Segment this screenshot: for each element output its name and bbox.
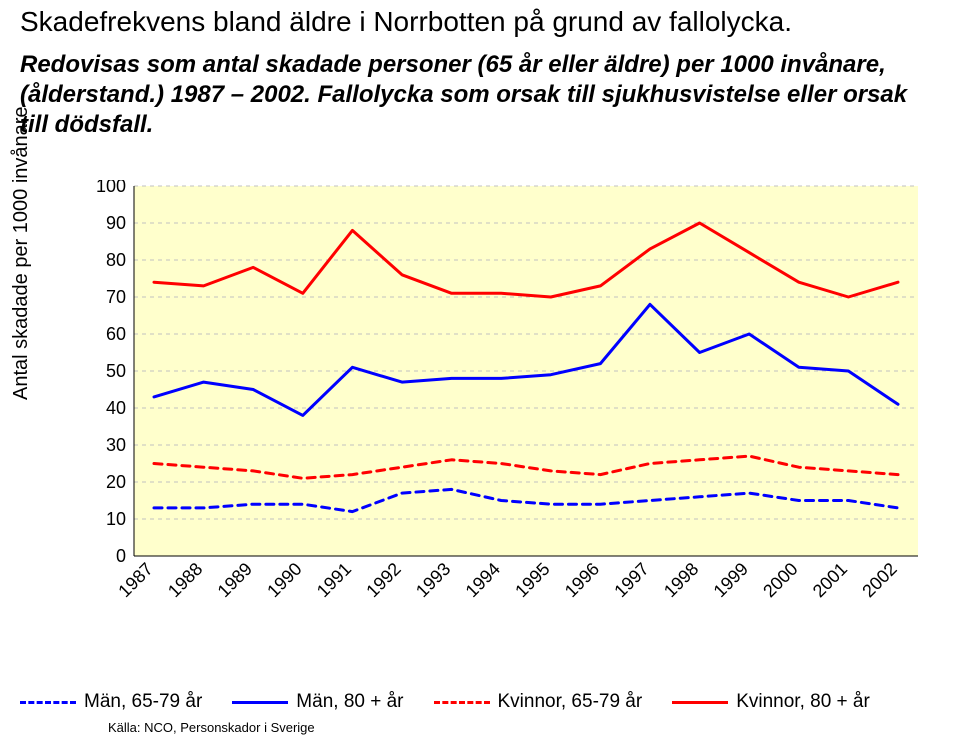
- x-tick-label: 1996: [561, 559, 603, 601]
- x-tick-label: 2001: [809, 559, 851, 601]
- chart-svg: 0102030405060708090100198719881989199019…: [88, 180, 928, 620]
- x-tick-label: 1989: [214, 559, 256, 601]
- legend-item: Män, 65-79 år: [20, 691, 202, 713]
- x-tick-label: 1997: [610, 559, 652, 601]
- legend-item: Kvinnor, 65-79 år: [434, 691, 643, 713]
- x-tick-label: 2000: [759, 559, 801, 601]
- y-tick-label: 80: [106, 250, 126, 270]
- legend-item: Män, 80 + år: [232, 691, 403, 713]
- x-tick-label: 1998: [660, 559, 702, 601]
- y-tick-label: 100: [96, 180, 126, 196]
- legend: Män, 65-79 år Män, 80 + år Kvinnor, 65-79 …: [20, 691, 940, 713]
- y-tick-label: 20: [106, 472, 126, 492]
- x-tick-label: 1999: [710, 559, 752, 601]
- legend-label: Män, 80 + år: [296, 691, 403, 713]
- y-axis-label: Antal skadade per 1000 invånare: [10, 106, 33, 400]
- legend-swatch: [20, 701, 76, 704]
- y-tick-label: 70: [106, 287, 126, 307]
- page-title: Skadefrekvens bland äldre i Norrbotten p…: [20, 6, 792, 38]
- legend-swatch: [672, 701, 728, 704]
- x-tick-label: 1992: [362, 559, 404, 601]
- legend-swatch: [434, 701, 490, 704]
- y-tick-label: 10: [106, 509, 126, 529]
- legend-label: Män, 65-79 år: [84, 691, 202, 713]
- x-tick-label: 2002: [858, 559, 900, 601]
- legend-label: Kvinnor, 80 + år: [736, 691, 870, 713]
- y-tick-label: 40: [106, 398, 126, 418]
- legend-label: Kvinnor, 65-79 år: [498, 691, 643, 713]
- x-tick-label: 1993: [412, 559, 454, 601]
- x-tick-label: 1994: [462, 559, 504, 601]
- chart-description: Redovisas som antal skadade personer (65…: [20, 50, 939, 140]
- page: { "title": "Skadefrekvens bland äldre i …: [0, 0, 959, 743]
- y-tick-label: 50: [106, 361, 126, 381]
- x-tick-label: 1990: [263, 559, 305, 601]
- legend-swatch: [232, 701, 288, 704]
- x-tick-label: 1988: [164, 559, 206, 601]
- y-tick-label: 90: [106, 213, 126, 233]
- x-tick-label: 1995: [511, 559, 553, 601]
- legend-item: Kvinnor, 80 + år: [672, 691, 870, 713]
- y-tick-label: 60: [106, 324, 126, 344]
- y-tick-label: 0: [116, 546, 126, 566]
- y-tick-label: 30: [106, 435, 126, 455]
- x-tick-label: 1991: [313, 559, 355, 601]
- source-text: Källa: NCO, Personskador i Sverige: [108, 720, 315, 735]
- line-chart: 0102030405060708090100198719881989199019…: [88, 180, 928, 620]
